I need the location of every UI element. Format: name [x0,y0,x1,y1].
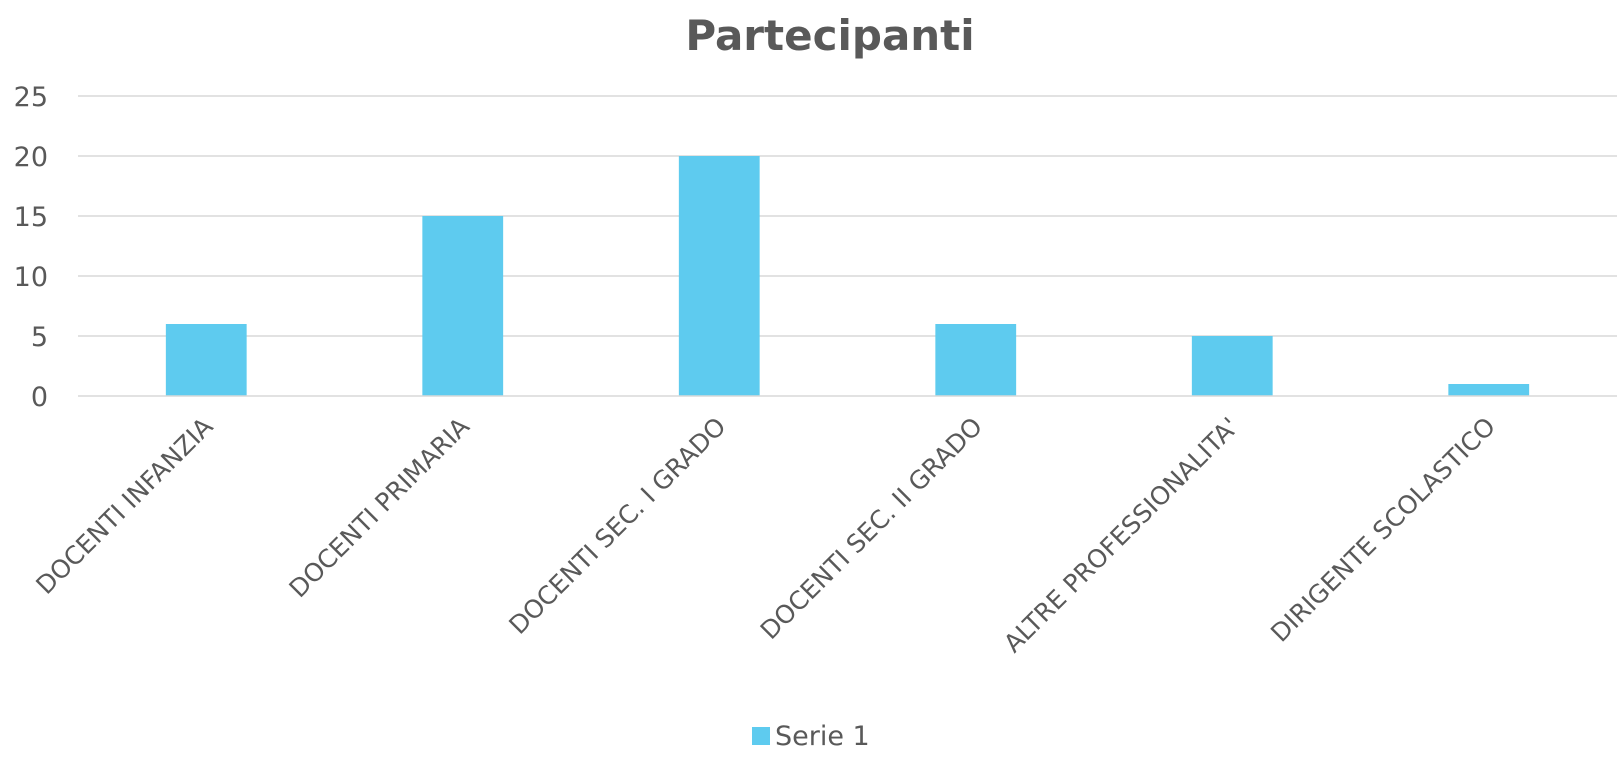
x-tick-label: DOCENTI PRIMARIA [283,412,474,603]
y-tick-label: 25 [14,82,48,113]
chart-title: Partecipanti [685,11,974,60]
bar [935,324,1016,396]
y-tick-label: 15 [14,202,48,233]
bar [1448,384,1529,396]
legend: Serie 1 [752,721,870,752]
y-tick-label: 10 [14,262,48,293]
bar [1192,336,1273,396]
x-tick-label: DOCENTI SEC. I GRADO [503,412,731,640]
bar [679,156,760,396]
x-tick-label: DIRIGENTE SCOLASTICO [1265,412,1501,648]
bar [166,324,247,396]
gridlines [78,96,1617,336]
x-axis-category-labels: DOCENTI INFANZIA DOCENTI PRIMARIA DOCENTI … [30,412,1501,658]
x-tick-label: DOCENTI INFANZIA [30,412,218,600]
x-tick-label: DOCENTI SEC. II GRADO [755,412,988,645]
y-axis-tick-labels: 0 5 10 15 20 25 [14,82,48,413]
y-tick-label: 0 [31,382,48,413]
legend-label-serie-1: Serie 1 [775,721,870,752]
legend-swatch-serie-1 [752,727,770,745]
y-tick-label: 5 [31,322,48,353]
y-tick-label: 20 [14,142,48,173]
bar [422,216,503,396]
x-tick-label: ALTRE PROFESSIONALITA' [998,412,1244,658]
